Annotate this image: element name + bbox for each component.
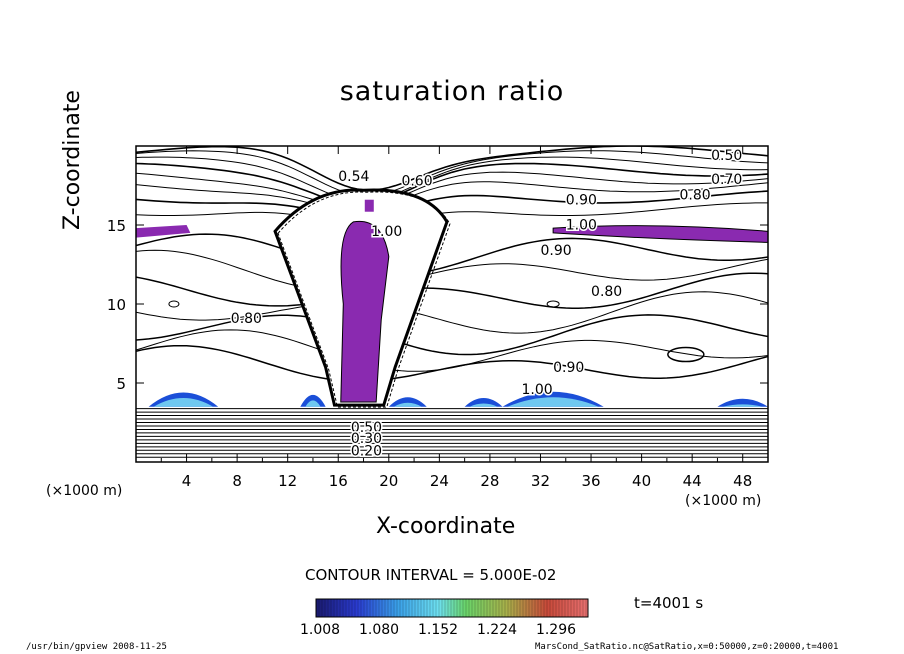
- colorbar-tick-label: 1.152: [417, 622, 459, 638]
- x-unit-left: (×1000 m): [46, 483, 123, 499]
- x-tick-label: 28: [480, 472, 499, 490]
- x-tick-label: 48: [733, 472, 752, 490]
- contour-label: 1.00: [371, 224, 402, 240]
- contour-line: [136, 344, 768, 383]
- contour-label: 0.50: [711, 148, 742, 164]
- time-label: t=4001 s: [634, 594, 704, 612]
- contour-label: 0.90: [553, 360, 584, 376]
- colorbar-tick-label: 1.224: [476, 622, 518, 638]
- contour-interval-text: CONTOUR INTERVAL = 5.000E-02: [305, 566, 557, 584]
- x-tick-label: 4: [182, 472, 192, 490]
- colorbar-tick-label: 1.296: [535, 622, 577, 638]
- contour-line: [136, 314, 768, 356]
- supersaturated-band-right: [552, 225, 768, 243]
- x-axis-label: X-coordinate: [376, 514, 516, 539]
- contour-label: 0.80: [591, 284, 622, 300]
- y-tick-label: 5: [116, 375, 126, 393]
- y-tick-label: 10: [107, 296, 126, 314]
- supersaturated-core: [340, 220, 390, 403]
- contour-line: [136, 181, 768, 211]
- contour-line: [136, 249, 768, 291]
- contour-line: [136, 171, 768, 209]
- supersaturated-patch-inner: [153, 398, 214, 407]
- colorbar-tick-label: 1.080: [358, 622, 400, 638]
- contour-label: 1.00: [522, 382, 553, 398]
- contour-label: 0.54: [338, 169, 369, 185]
- contour-line: [136, 190, 768, 217]
- plot-area: 0.500.700.800.901.000.900.800.800.901.00…: [136, 146, 768, 461]
- x-tick-label: 40: [632, 472, 651, 490]
- x-tick-label: 44: [683, 472, 702, 490]
- contour-label: 0.60: [401, 174, 432, 190]
- contour-label: 1.00: [566, 218, 597, 234]
- contour-label: 0.20: [351, 444, 382, 460]
- contour-label: 0.50: [351, 420, 382, 436]
- supersaturated-patch: [464, 398, 503, 407]
- chart-title: saturation ratio: [339, 76, 565, 107]
- x-tick-label: 32: [531, 472, 550, 490]
- contour-line: [136, 202, 768, 227]
- supersaturated-patch: [388, 397, 427, 407]
- supersaturated-patch-inner: [393, 402, 422, 407]
- x-tick-label: 36: [581, 472, 600, 490]
- colorbar-tick-label: 1.008: [300, 622, 341, 638]
- contour-line: [136, 233, 768, 276]
- supersaturated-patch-inner: [469, 403, 498, 407]
- contour-line: [136, 272, 768, 309]
- contour-label: 0.90: [566, 192, 597, 208]
- supersaturated-patch-inner: [722, 404, 763, 407]
- contour-label: 0.80: [231, 311, 262, 327]
- x-tick-label: 24: [430, 472, 449, 490]
- contour-line: [136, 329, 768, 372]
- x-tick-label: 12: [278, 472, 297, 490]
- contour-line: [136, 150, 768, 197]
- contour-label: 0.80: [680, 188, 711, 204]
- footer-left: /usr/bin/gpview 2008-11-25: [26, 642, 167, 652]
- supersaturated-band-left: [136, 225, 191, 238]
- contour-label: 0.70: [711, 172, 742, 188]
- x-tick-label: 20: [379, 472, 398, 490]
- x-tick-label: 16: [329, 472, 348, 490]
- supersaturated-patch-inner: [507, 397, 599, 407]
- contour-line: [136, 291, 768, 334]
- x-tick-label: 8: [232, 472, 242, 490]
- x-unit-right: (×1000 m): [685, 493, 762, 509]
- contour-line: [136, 162, 768, 206]
- contour-label: 0.90: [540, 243, 571, 259]
- plume-edge: [277, 191, 451, 408]
- supersaturated-patch-inner: [305, 400, 321, 407]
- y-tick-label: 15: [107, 217, 126, 235]
- supersaturated-patch: [717, 398, 768, 407]
- contour-loop: [546, 300, 560, 308]
- supersaturated-cap: [364, 199, 374, 212]
- contour-loop: [168, 300, 180, 308]
- contour-label: 0.30: [351, 431, 382, 447]
- footer-right: MarsCond_SatRatio.nc@SatRatio,x=0:50000,…: [535, 642, 839, 652]
- contour-line: [136, 156, 768, 202]
- plot-frame: [135, 145, 769, 463]
- contour-loop: [667, 346, 705, 363]
